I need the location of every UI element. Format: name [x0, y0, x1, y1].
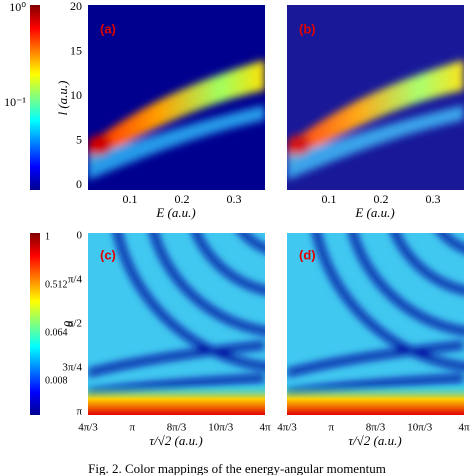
y-axis-label: l (a.u.)	[55, 80, 70, 115]
colorbar-tick-label: 10⁰	[9, 0, 26, 14]
x-tick-label: π	[328, 422, 334, 434]
colorbar	[30, 5, 40, 190]
y-tick-label: 0	[77, 230, 83, 242]
colorbar-tick-label: 1	[45, 231, 50, 242]
x-axis-label: τ/√2 (a.u.)	[348, 433, 401, 448]
colorbar	[30, 233, 40, 415]
x-tick-label: 0.3	[227, 192, 242, 206]
x-tick-label: 8π/3	[366, 422, 386, 434]
x-axis-label: τ/√2 (a.u.)	[149, 433, 202, 448]
y-tick-label: π/4	[68, 274, 83, 286]
x-tick-label: 4π	[259, 422, 271, 434]
x-tick-label: 0.2	[175, 192, 190, 206]
y-tick-label: 3π/4	[62, 362, 82, 374]
x-tick-label: 4π/3	[78, 422, 98, 434]
caption: Fig. 2. Color mappings of the energy-ang…	[88, 461, 386, 475]
x-tick-label: 4π/3	[277, 422, 297, 434]
colorbar-tick-label: 10⁻¹	[4, 95, 26, 109]
y-tick-label: 20	[70, 0, 82, 13]
x-tick-label: 8π/3	[167, 422, 187, 434]
x-axis-label: E (a.u.)	[354, 205, 394, 220]
y-tick-label: 0	[76, 177, 82, 191]
x-tick-label: 4π	[458, 422, 470, 434]
x-tick-label: 0.3	[426, 192, 441, 206]
colorbar-label: θ	[61, 320, 76, 327]
x-tick-label: 0.2	[374, 192, 389, 206]
y-tick-label: 5	[76, 132, 82, 146]
x-tick-label: 10π/3	[407, 422, 433, 434]
panel-label: (b)	[299, 21, 316, 36]
colorbar-tick-label: 0.512	[45, 279, 68, 290]
panel-label: (c)	[100, 247, 116, 262]
colorbar-tick-label: 0.064	[45, 327, 68, 338]
panel-label: (a)	[100, 21, 116, 36]
x-axis-label: E (a.u.)	[155, 205, 195, 220]
colorbar-tick-label: 0.008	[45, 375, 68, 386]
y-tick-label: 10	[70, 88, 82, 102]
x-tick-label: π	[129, 422, 135, 434]
x-tick-label: 0.1	[123, 192, 138, 206]
x-tick-label: 10π/3	[208, 422, 234, 434]
x-tick-label: 0.1	[322, 192, 337, 206]
y-tick-label: π/2	[68, 318, 82, 330]
y-tick-label: 15	[70, 43, 82, 57]
panel-label: (d)	[299, 247, 316, 262]
y-tick-label: π	[76, 406, 82, 418]
